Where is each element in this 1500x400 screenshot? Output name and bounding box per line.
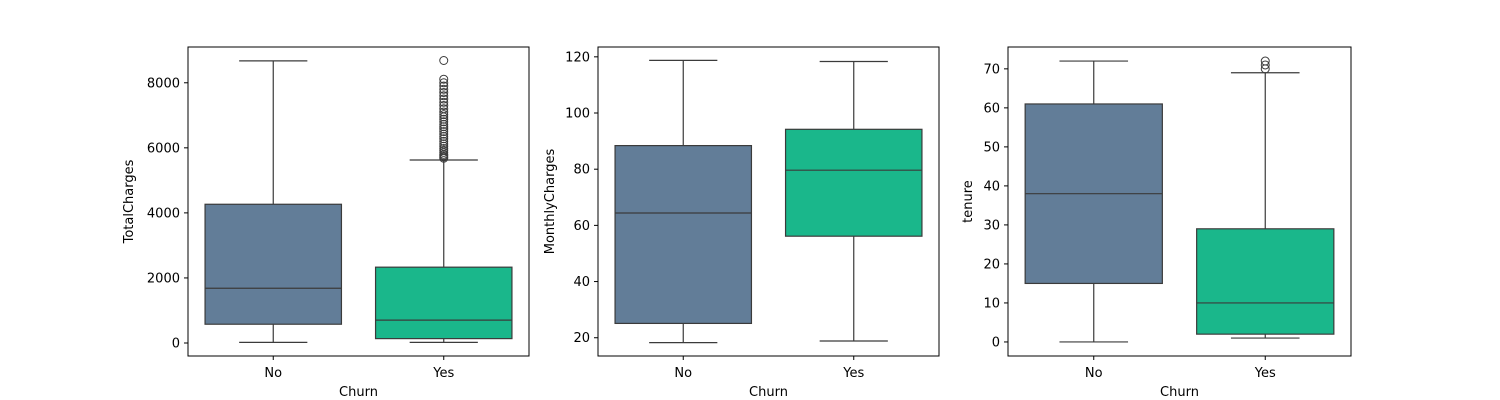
outlier-point xyxy=(439,81,449,91)
x-axis-label: Churn xyxy=(339,385,378,400)
outlier-point xyxy=(439,91,449,101)
outlier-point xyxy=(439,88,449,98)
x-tick-label: Yes xyxy=(432,366,454,381)
outlier-point xyxy=(439,131,449,141)
outlier-point xyxy=(439,114,449,124)
outlier-point xyxy=(1260,60,1270,70)
y-tick-label: 20 xyxy=(983,257,1000,272)
x-tick-label: Yes xyxy=(1254,366,1276,381)
outlier-point xyxy=(439,97,449,107)
box-yes xyxy=(374,56,513,343)
axes-frame xyxy=(597,46,940,357)
y-tick-label: 6000 xyxy=(147,141,180,156)
box-no xyxy=(1024,60,1163,343)
box-iqr xyxy=(614,144,753,325)
y-tick-label: 80 xyxy=(573,163,590,178)
y-tick-label: 100 xyxy=(565,107,590,122)
outlier-point xyxy=(439,124,449,134)
outlier-point xyxy=(439,94,449,104)
outlier-point xyxy=(439,110,449,120)
chart-panel-2: 20 40 60 80 100 120 No Yes Churn MonthlyCharges xyxy=(543,46,940,400)
y-tick-label: 40 xyxy=(983,179,1000,194)
outlier-point xyxy=(439,136,449,146)
y-tick-label: 2000 xyxy=(147,271,180,286)
x-axis-label: Churn xyxy=(1160,385,1199,400)
x-axis-label: Churn xyxy=(749,385,788,400)
outlier-point xyxy=(439,139,449,149)
y-tick-label: 8000 xyxy=(147,76,180,91)
outlier-point xyxy=(439,143,449,153)
y-tick-label: 30 xyxy=(983,218,1000,233)
y-tick-label: 120 xyxy=(565,50,590,65)
y-tick-label: 60 xyxy=(983,101,1000,116)
y-axis-label: MonthlyCharges xyxy=(543,149,558,255)
chart-panel-1: 0 2000 4000 6000 8000 No Yes Churn TotalCharges xyxy=(122,46,530,400)
x-tick-label: No xyxy=(1085,366,1103,381)
y-tick-label: 4000 xyxy=(147,206,180,221)
box-iqr xyxy=(784,128,923,237)
y-axis-label: TotalCharges xyxy=(122,159,137,244)
outlier-point xyxy=(439,134,449,144)
axes-frame xyxy=(187,46,530,357)
outlier-point xyxy=(439,74,449,84)
x-tick-label: Yes xyxy=(842,366,864,381)
outlier-point xyxy=(439,104,449,114)
outlier-point xyxy=(439,84,449,94)
x-tick-label: No xyxy=(264,366,282,381)
y-tick-label: 0 xyxy=(992,335,1000,350)
axes-frame xyxy=(1007,46,1352,357)
outlier-point xyxy=(439,141,449,151)
outlier-point xyxy=(439,122,449,132)
chart-panel-3: 0 10 20 30 40 50 60 70 No Yes Churn tenure xyxy=(961,46,1352,400)
outlier-point xyxy=(1260,56,1270,66)
outlier-point xyxy=(439,127,449,137)
y-tick-label: 20 xyxy=(573,331,590,346)
box-yes xyxy=(1196,56,1335,339)
y-tick-label: 10 xyxy=(983,296,1000,311)
box-no xyxy=(204,60,343,343)
box-iqr xyxy=(374,266,513,340)
box-iqr xyxy=(1196,228,1335,335)
y-tick-label: 50 xyxy=(983,140,1000,155)
box-no xyxy=(614,59,753,344)
y-tick-label: 60 xyxy=(573,219,590,234)
y-axis-label: tenure xyxy=(961,180,976,223)
x-tick-label: No xyxy=(674,366,692,381)
box-iqr xyxy=(204,203,343,325)
y-tick-label: 0 xyxy=(172,336,180,351)
outlier-point xyxy=(439,119,449,129)
y-tick-label: 70 xyxy=(983,62,1000,77)
y-tick-label: 40 xyxy=(573,275,590,290)
outlier-point xyxy=(439,56,449,66)
outlier-point xyxy=(439,78,449,88)
outlier-point xyxy=(439,101,449,111)
outlier-point xyxy=(439,129,449,139)
outlier-point xyxy=(439,117,449,127)
outlier-point xyxy=(439,107,449,117)
box-yes xyxy=(784,60,923,342)
